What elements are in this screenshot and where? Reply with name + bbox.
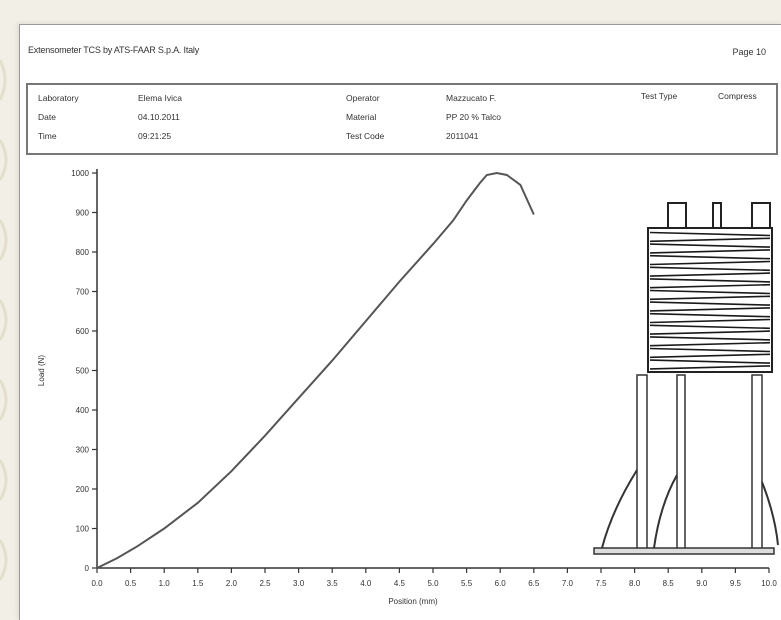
x-tick-label: 2.0 — [226, 579, 238, 588]
leg-curve-middle — [653, 474, 678, 549]
date-value: 04.10.2011 — [138, 112, 180, 122]
x-tick-label: 8.0 — [629, 579, 641, 588]
specimen-base — [593, 547, 775, 555]
specimen-layer-line — [649, 237, 771, 243]
specimen-layer-line — [649, 266, 771, 272]
y-tick-label: 200 — [76, 485, 90, 494]
x-tick-label: 0.0 — [91, 579, 103, 588]
specimen-layer-line — [649, 324, 771, 330]
leg-curve-left — [601, 469, 638, 549]
specimen-layer-line — [649, 260, 771, 266]
report-title: Extensometer TCS by ATS-FAAR S.p.A. Ital… — [28, 45, 200, 55]
specimen-layer-line — [649, 289, 771, 295]
specimen-layer-line — [649, 278, 771, 283]
specimen-layer-line — [649, 330, 771, 335]
x-tick-label: 6.5 — [528, 579, 540, 588]
specimen-layer-line — [649, 254, 771, 260]
x-tick-label: 0.5 — [125, 579, 137, 588]
y-tick-label: 0 — [85, 564, 90, 573]
specimen-layer-line — [649, 336, 771, 341]
x-tick-label: 3.0 — [293, 579, 305, 588]
x-tick-label: 7.5 — [595, 579, 607, 588]
x-tick-label: 9.5 — [730, 579, 742, 588]
x-tick-label: 4.5 — [394, 579, 406, 588]
test-type-label: Test Type — [641, 91, 678, 101]
x-axis-label: Position (mm) — [388, 597, 438, 606]
pillar-middle — [676, 374, 686, 553]
y-tick-label: 700 — [76, 288, 90, 297]
y-tick-label: 800 — [76, 248, 90, 257]
specimen-layer-line — [649, 318, 771, 324]
leg-curve-right — [761, 481, 779, 546]
specimen-layer-line — [649, 347, 771, 353]
y-tick-label: 1000 — [71, 169, 89, 178]
operator-label: Operator — [346, 93, 380, 103]
series-line-load — [96, 171, 535, 569]
specimen-stack-lines — [649, 231, 771, 370]
cap-right — [751, 202, 771, 230]
cap-middle — [712, 202, 722, 230]
page-number: Page 10 — [732, 47, 766, 57]
x-tick-label: 5.0 — [427, 579, 439, 588]
y-tick-label: 600 — [76, 327, 90, 336]
specimen-layer-line — [649, 312, 771, 318]
y-tick-label: 500 — [76, 367, 90, 376]
y-tick-label: 300 — [76, 446, 90, 455]
pillar-right — [751, 374, 763, 553]
laboratory-label: Laboratory — [38, 93, 79, 103]
x-tick-label: 5.5 — [461, 579, 473, 588]
specimen-layer-line — [649, 341, 771, 347]
pillar-left — [636, 374, 648, 553]
y-tick-label: 400 — [76, 406, 90, 415]
y-tick-label: 900 — [76, 209, 90, 218]
specimen-layer-line — [649, 295, 771, 301]
x-tick-label: 9.0 — [696, 579, 708, 588]
x-tick-label: 4.0 — [360, 579, 372, 588]
specimen-layer-line — [649, 231, 771, 237]
time-label: Time — [38, 131, 57, 141]
specimen-illustration — [593, 202, 779, 555]
specimen-layer-line — [649, 353, 771, 359]
specimen-layer-line — [649, 301, 771, 306]
x-tick-label: 6.0 — [495, 579, 507, 588]
test-code-value: 2011041 — [446, 131, 479, 141]
chart-axes: 0 100 200 300 400 500 600 700 800 900 1000 0.0 0.5 1.… — [37, 169, 777, 606]
x-tick-label: 8.5 — [663, 579, 675, 588]
operator-value: Mazzucato F. — [446, 93, 497, 103]
specimen-layer-line — [649, 249, 771, 254]
specimen-layer-line — [649, 359, 771, 364]
test-code-label: Test Code — [346, 131, 385, 141]
x-tick-label: 7.0 — [562, 579, 574, 588]
x-tick-label: 10.0 — [761, 579, 777, 588]
y-axis-label: Load (N) — [37, 355, 46, 386]
y-tick-label: 100 — [76, 525, 90, 534]
x-tick-label: 2.5 — [259, 579, 271, 588]
specimen-layer-line — [649, 365, 771, 370]
date-label: Date — [38, 112, 56, 122]
specimen-layer-line — [649, 272, 771, 277]
laboratory-value: Elema Ivica — [138, 93, 182, 103]
test-type-value: Compress — [718, 91, 757, 101]
specimen-layer-line — [649, 307, 771, 312]
material-value: PP 20 % Talco — [446, 112, 501, 122]
cap-left — [667, 202, 687, 230]
x-tick-label: 1.0 — [159, 579, 171, 588]
x-tick-label: 1.5 — [192, 579, 204, 588]
specimen-layer-line — [649, 283, 771, 289]
test-info-box: Laboratory Elema Ivica Date 04.10.2011 T… — [26, 83, 778, 155]
material-label: Material — [346, 112, 377, 122]
specimen-layer-line — [649, 243, 771, 248]
time-value: 09:21:25 — [138, 131, 172, 141]
x-tick-label: 3.5 — [327, 579, 339, 588]
